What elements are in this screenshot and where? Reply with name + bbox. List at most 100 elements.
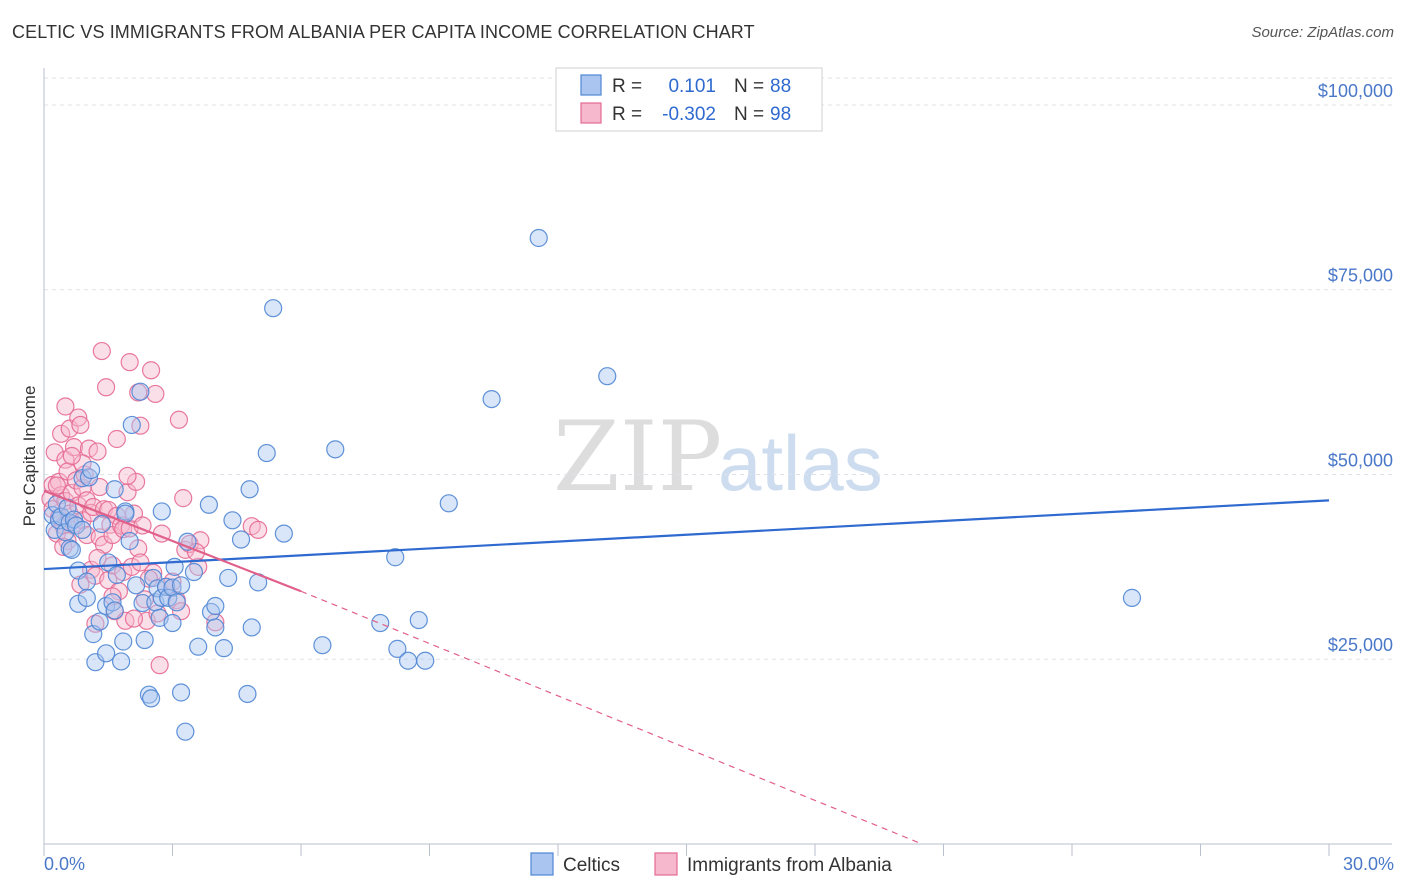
source-label: Source: ZipAtlas.com xyxy=(1251,24,1394,41)
y-tick-label-2: $75,000 xyxy=(1328,266,1393,286)
y-tick-label-1: $50,000 xyxy=(1328,450,1393,470)
point-celtics-76 xyxy=(313,636,332,655)
point-celtics-83 xyxy=(416,651,435,670)
legend-n-label-celtics: N = xyxy=(734,76,764,97)
point-celtics-82 xyxy=(409,610,428,630)
point-albania-87 xyxy=(47,476,66,495)
point-celtics-80 xyxy=(388,639,407,658)
point-celtics-78 xyxy=(371,613,390,633)
point-celtics-18 xyxy=(79,468,99,487)
point-celtics-9 xyxy=(62,540,81,559)
y-tick-label-3: $100,000 xyxy=(1318,81,1393,101)
point-celtics-77 xyxy=(326,440,345,459)
point-celtics-55 xyxy=(171,576,191,595)
point-celtics-38 xyxy=(131,382,150,401)
watermark-atlas: atlas xyxy=(718,419,883,507)
point-albania-41 xyxy=(97,378,116,397)
point-celtics-32 xyxy=(114,632,133,651)
point-celtics-65 xyxy=(214,639,233,658)
watermark-zip: ZIP xyxy=(553,401,722,513)
point-celtics-39 xyxy=(133,593,152,613)
point-celtics-37 xyxy=(126,576,146,595)
point-albania-72 xyxy=(150,656,169,675)
legend-r-value-celtics: 0.101 xyxy=(668,76,716,97)
point-celtics-29 xyxy=(105,480,124,499)
point-celtics-42 xyxy=(141,689,161,708)
trendline-albania-extension xyxy=(300,590,923,845)
series-albania-points xyxy=(41,341,268,675)
point-celtics-17 xyxy=(77,588,96,607)
point-celtics-50 xyxy=(159,588,178,607)
trend-lines xyxy=(43,489,1330,845)
bottom-legend-swatch-albania xyxy=(654,852,678,876)
point-celtics-54 xyxy=(167,593,186,612)
point-celtics-86 xyxy=(529,228,548,248)
bottom-legend-label-celtics: Celtics xyxy=(563,855,620,876)
axes xyxy=(43,68,1392,845)
point-celtics-74 xyxy=(264,299,283,318)
point-albania-3 xyxy=(45,443,64,462)
point-celtics-85 xyxy=(482,389,501,409)
grid-lines xyxy=(44,77,1392,660)
point-celtics-49 xyxy=(156,577,176,596)
point-albania-10 xyxy=(56,397,75,416)
point-celtics-61 xyxy=(199,495,219,514)
point-celtics-63 xyxy=(206,596,225,616)
point-albania-56 xyxy=(120,353,139,372)
point-celtics-69 xyxy=(238,684,257,704)
point-celtics-35 xyxy=(120,531,139,551)
point-celtics-87 xyxy=(598,367,617,386)
point-celtics-79 xyxy=(386,548,405,567)
point-celtics-28 xyxy=(105,601,124,620)
point-celtics-36 xyxy=(122,415,141,435)
point-celtics-70 xyxy=(240,480,259,499)
point-albania-84 xyxy=(206,613,225,632)
legend-r-label-albania: R = xyxy=(612,104,642,125)
point-celtics-25 xyxy=(97,644,116,663)
y-tick-label-0: $25,000 xyxy=(1328,635,1393,655)
point-celtics-23 xyxy=(92,514,111,534)
bottom-legend: Celtics Immigrants from Albania xyxy=(530,852,892,876)
point-celtics-16 xyxy=(77,572,96,591)
chart-title: CELTIC VS IMMIGRANTS FROM ALBANIA PER CA… xyxy=(12,22,755,42)
point-albania-92 xyxy=(62,446,81,466)
point-celtics-60 xyxy=(189,637,208,656)
y-axis-tick-labels: $25,000 $50,000 $75,000 $100,000 xyxy=(1318,81,1393,655)
point-celtics-19 xyxy=(82,460,101,480)
point-celtics-59 xyxy=(184,562,204,582)
point-albania-95 xyxy=(71,415,90,435)
trendline-celtics xyxy=(43,499,1330,571)
point-celtics-56 xyxy=(171,683,191,702)
x-tick-label-max: 30.0% xyxy=(1343,854,1394,874)
series-celtics-points xyxy=(43,228,1142,741)
point-celtics-15 xyxy=(73,520,92,540)
point-albania-91 xyxy=(124,609,144,628)
point-celtics-22 xyxy=(90,612,109,631)
legend-n-label-albania: N = xyxy=(734,104,764,125)
x-tick-label-min: 0.0% xyxy=(44,854,85,874)
point-celtics-67 xyxy=(223,511,242,530)
point-celtics-84 xyxy=(439,494,458,513)
bottom-legend-swatch-celtics xyxy=(530,852,554,876)
point-celtics-73 xyxy=(257,443,276,463)
point-albania-35 xyxy=(88,442,107,461)
point-albania-38 xyxy=(92,341,111,361)
point-albania-86 xyxy=(249,520,268,540)
point-celtics-81 xyxy=(398,651,418,670)
point-celtics-52 xyxy=(163,613,182,633)
point-albania-90 xyxy=(103,587,122,606)
legend-n-value-albania: 98 xyxy=(770,104,791,125)
y-axis-label: Per Capita Income xyxy=(20,386,39,527)
bottom-legend-label-albania: Immigrants from Albania xyxy=(687,855,892,876)
point-albania-96 xyxy=(118,466,137,486)
point-celtics-40 xyxy=(135,630,154,650)
legend-swatch-celtics xyxy=(580,74,602,96)
point-celtics-31 xyxy=(111,652,131,671)
legend-n-value-celtics: 88 xyxy=(770,76,791,97)
point-albania-68 xyxy=(141,361,161,380)
point-albania-79 xyxy=(174,489,193,508)
point-albania-70 xyxy=(146,384,165,404)
x-axis-ticks xyxy=(43,844,1330,856)
legend-r-label-celtics: R = xyxy=(612,76,642,97)
